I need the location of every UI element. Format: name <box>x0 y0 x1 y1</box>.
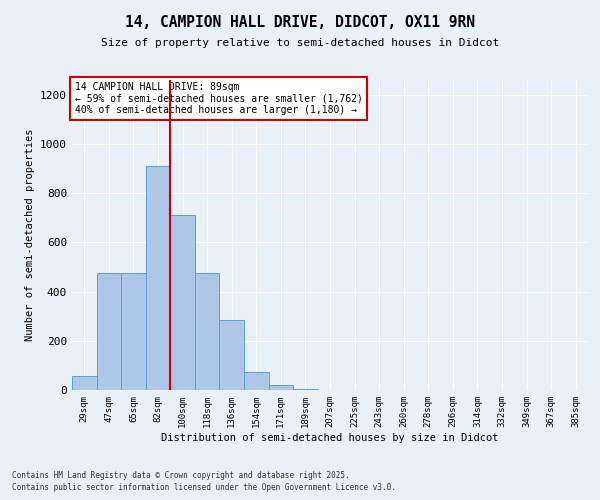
Bar <box>146 166 170 390</box>
Bar <box>195 273 220 390</box>
Bar <box>97 273 121 390</box>
Y-axis label: Number of semi-detached properties: Number of semi-detached properties <box>25 128 35 341</box>
Bar <box>121 273 146 390</box>
Bar <box>293 389 318 390</box>
Bar <box>72 376 97 390</box>
Bar <box>269 385 293 390</box>
X-axis label: Distribution of semi-detached houses by size in Didcot: Distribution of semi-detached houses by … <box>161 432 499 442</box>
Text: Size of property relative to semi-detached houses in Didcot: Size of property relative to semi-detach… <box>101 38 499 48</box>
Bar <box>244 372 269 390</box>
Text: Contains public sector information licensed under the Open Government Licence v3: Contains public sector information licen… <box>12 484 396 492</box>
Text: Contains HM Land Registry data © Crown copyright and database right 2025.: Contains HM Land Registry data © Crown c… <box>12 471 350 480</box>
Bar <box>220 320 244 390</box>
Bar <box>170 216 195 390</box>
Text: 14, CAMPION HALL DRIVE, DIDCOT, OX11 9RN: 14, CAMPION HALL DRIVE, DIDCOT, OX11 9RN <box>125 15 475 30</box>
Text: 14 CAMPION HALL DRIVE: 89sqm
← 59% of semi-detached houses are smaller (1,762)
4: 14 CAMPION HALL DRIVE: 89sqm ← 59% of se… <box>74 82 362 115</box>
